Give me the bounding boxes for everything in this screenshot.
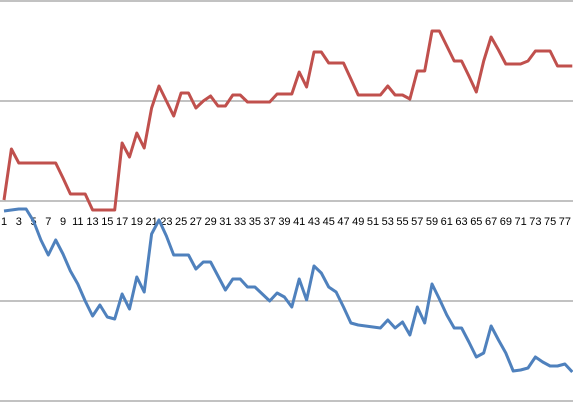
x-tick-label: 65	[470, 216, 482, 228]
x-tick-label: 19	[131, 216, 143, 228]
x-tick-label: 1	[1, 216, 7, 228]
x-tick-label: 21	[145, 216, 157, 228]
x-tick-label: 23	[160, 216, 172, 228]
x-tick-label: 41	[293, 216, 305, 228]
x-tick-label: 75	[544, 216, 556, 228]
x-tick-label: 17	[116, 216, 128, 228]
x-tick-label: 43	[308, 216, 320, 228]
x-tick-label: 35	[249, 216, 261, 228]
x-tick-label: 15	[101, 216, 113, 228]
series-line	[2, 29, 573, 212]
x-tick-label: 53	[382, 216, 394, 228]
x-tick-label: 69	[500, 216, 512, 228]
x-tick-label: 51	[367, 216, 379, 228]
x-tick-label: 11	[72, 216, 83, 228]
x-tick-label: 71	[514, 216, 526, 228]
x-tick-label: 37	[264, 216, 276, 228]
x-tick-label: 7	[45, 216, 51, 228]
x-tick-label: 55	[396, 216, 408, 228]
x-tick-label: 25	[175, 216, 187, 228]
x-tick-label: 27	[190, 216, 202, 228]
x-tick-label: 77	[559, 216, 571, 228]
x-tick-label: 39	[278, 216, 290, 228]
x-tick-label: 9	[60, 216, 66, 228]
series-line	[3, 207, 573, 374]
x-tick-label: 33	[234, 216, 246, 228]
x-tick-label: 31	[219, 216, 231, 228]
x-tick-label: 63	[455, 216, 467, 228]
x-tick-label: 57	[411, 216, 423, 228]
x-tick-label: 13	[86, 216, 98, 228]
x-tick-label: 45	[323, 216, 335, 228]
x-tick-label: 3	[16, 216, 22, 228]
x-tick-label: 47	[337, 216, 349, 228]
x-tick-label: 59	[426, 216, 438, 228]
x-tick-label: 49	[352, 216, 364, 228]
x-tick-label: 73	[529, 216, 541, 228]
x-tick-label: 67	[485, 216, 497, 228]
x-tick-label: 61	[441, 216, 453, 228]
x-tick-label: 29	[205, 216, 217, 228]
